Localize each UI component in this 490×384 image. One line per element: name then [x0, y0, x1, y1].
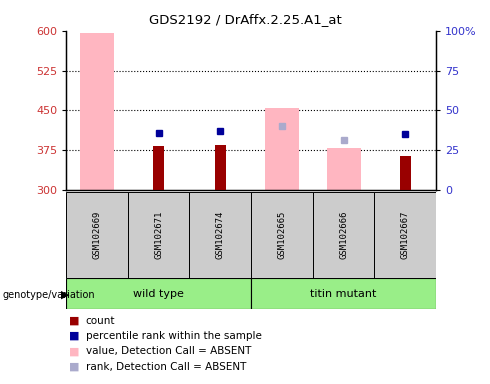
Text: GSM102665: GSM102665	[277, 211, 287, 259]
Text: ■: ■	[69, 316, 79, 326]
Text: ■: ■	[69, 362, 79, 372]
Text: count: count	[86, 316, 115, 326]
Text: ■: ■	[69, 346, 79, 356]
Bar	[265, 108, 299, 190]
Bar	[190, 192, 251, 278]
Bar	[400, 156, 411, 190]
Bar	[66, 192, 128, 278]
Text: rank, Detection Call = ABSENT: rank, Detection Call = ABSENT	[86, 362, 246, 372]
Bar	[66, 278, 251, 309]
Text: percentile rank within the sample: percentile rank within the sample	[86, 331, 262, 341]
Bar	[327, 147, 361, 190]
Text: GSM102666: GSM102666	[339, 211, 348, 259]
Text: wild type: wild type	[133, 289, 184, 299]
Text: ■: ■	[69, 331, 79, 341]
Bar	[374, 192, 436, 278]
Bar	[128, 192, 190, 278]
Bar	[251, 278, 436, 309]
Text: value, Detection Call = ABSENT: value, Detection Call = ABSENT	[86, 346, 251, 356]
Bar	[313, 192, 374, 278]
Text: GSM102674: GSM102674	[216, 211, 225, 259]
Bar	[80, 33, 114, 190]
Bar	[215, 145, 226, 190]
Text: GSM102667: GSM102667	[401, 211, 410, 259]
Text: GDS2192 / DrAffx.2.25.A1_at: GDS2192 / DrAffx.2.25.A1_at	[148, 13, 342, 26]
Text: ▶: ▶	[61, 290, 69, 300]
Text: GSM102669: GSM102669	[93, 211, 101, 259]
Text: titin mutant: titin mutant	[311, 289, 377, 299]
Text: genotype/variation: genotype/variation	[2, 290, 95, 300]
Bar	[251, 192, 313, 278]
Text: GSM102671: GSM102671	[154, 211, 163, 259]
Bar	[153, 146, 164, 190]
